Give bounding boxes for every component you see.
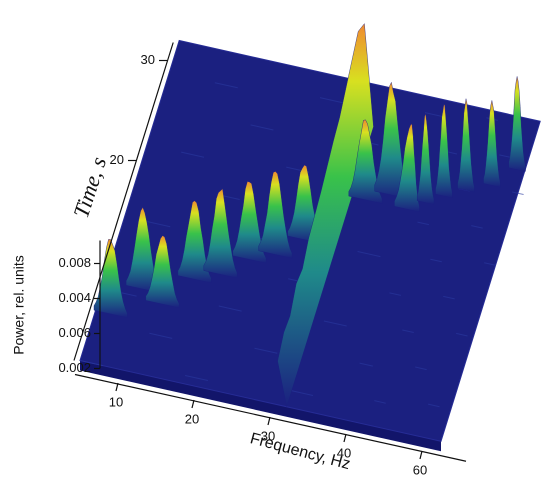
peak bbox=[258, 171, 293, 259]
floor-texture bbox=[415, 366, 427, 371]
x-tick-label: 30 bbox=[261, 428, 275, 443]
floor-texture bbox=[184, 374, 208, 382]
ridge bbox=[277, 23, 374, 407]
x-tick-label: 20 bbox=[185, 411, 199, 426]
x-tick bbox=[419, 450, 423, 460]
surface bbox=[79, 23, 541, 452]
floor-texture bbox=[149, 332, 173, 339]
floor-texture bbox=[402, 329, 414, 333]
peak bbox=[232, 181, 267, 264]
y-axis-label: Time, s bbox=[68, 154, 111, 221]
floor-texture bbox=[484, 262, 496, 266]
z-tick-label: 0.004 bbox=[58, 290, 91, 305]
floor-texture bbox=[443, 295, 455, 300]
floor-texture bbox=[147, 221, 171, 228]
peak bbox=[417, 113, 435, 205]
floor-texture bbox=[359, 362, 373, 367]
axes: 10 20 30 40 60 20 30 0.008 0.004 0.006 0.002 bbox=[58, 42, 467, 477]
floor-texture bbox=[417, 221, 430, 226]
floor-texture bbox=[79, 360, 103, 367]
x-tick bbox=[343, 433, 347, 443]
floor-texture bbox=[512, 191, 524, 196]
peak bbox=[508, 76, 526, 172]
peak bbox=[435, 103, 453, 199]
x-axis-label: Frequency, Hz bbox=[248, 430, 352, 473]
x-axis bbox=[74, 373, 467, 462]
floor-texture bbox=[424, 112, 445, 118]
y-axis bbox=[73, 42, 174, 361]
floor-texture bbox=[471, 225, 483, 229]
y-tick-label: 30 bbox=[141, 52, 155, 67]
floor-texture bbox=[357, 251, 381, 258]
x-tick-label: 60 bbox=[413, 462, 427, 477]
z-tick-label: 0.006 bbox=[58, 325, 91, 340]
floor-texture bbox=[374, 400, 386, 404]
z-tick-label: 0.008 bbox=[58, 255, 91, 270]
x-tick-label: 40 bbox=[337, 445, 351, 460]
floor-texture bbox=[250, 124, 274, 131]
floor-texture bbox=[218, 305, 242, 312]
floor-texture bbox=[428, 403, 440, 408]
floor-texture bbox=[319, 97, 343, 104]
front-wall bbox=[80, 360, 441, 452]
z-axis-label: Power, rel. units bbox=[11, 255, 27, 355]
peak bbox=[483, 100, 501, 188]
floor-texture bbox=[181, 151, 205, 158]
x-tick-label: 10 bbox=[109, 394, 123, 409]
peak bbox=[203, 188, 238, 279]
z-tick-label: 0.002 bbox=[58, 360, 91, 375]
floor-texture bbox=[499, 154, 511, 158]
peak bbox=[457, 98, 475, 193]
peak bbox=[177, 200, 212, 284]
floor-texture bbox=[430, 258, 442, 263]
floor-texture bbox=[389, 292, 401, 296]
x-tick bbox=[191, 399, 195, 409]
x-tick bbox=[115, 382, 119, 392]
x-tick bbox=[267, 416, 271, 426]
floor-texture bbox=[323, 320, 347, 327]
y-tick-label: 20 bbox=[110, 152, 124, 167]
floor-texture bbox=[214, 82, 238, 89]
floor-texture bbox=[290, 389, 314, 396]
peak bbox=[145, 235, 180, 309]
peak bbox=[93, 238, 128, 318]
floor-texture bbox=[254, 347, 278, 354]
floor-texture bbox=[456, 332, 468, 337]
